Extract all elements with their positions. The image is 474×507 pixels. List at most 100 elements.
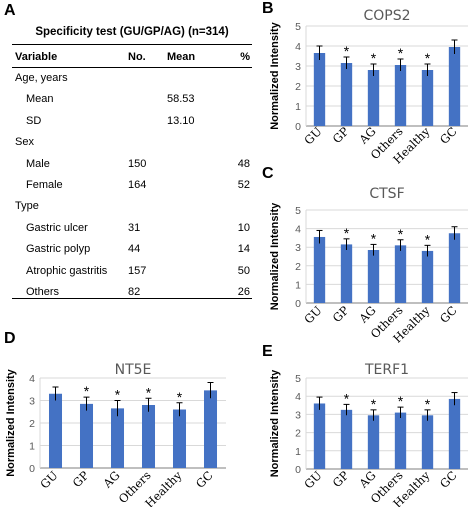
bar [48, 393, 63, 468]
chart-nt5e: NT5E 0 1 2 3 4 Normalized Intensity GU * GP * AG * Ot… [0, 358, 230, 507]
cell-pct: 26 [237, 286, 250, 298]
significance-star: * [344, 225, 350, 241]
cell-variable: Gastric polyp [26, 243, 91, 256]
y-tick-label: 1 [295, 446, 301, 458]
table-row: Male 150 48 [12, 158, 252, 176]
cell-pct: 10 [237, 221, 250, 234]
bar [421, 250, 434, 303]
cell-pct: 50 [237, 264, 250, 277]
panel-letter-b: B [262, 0, 274, 17]
y-tick-label: 4 [295, 41, 301, 53]
cell-mean: 13.10 [167, 114, 195, 127]
bar [340, 409, 353, 469]
significance-star: * [398, 226, 404, 242]
significance-star: * [84, 383, 90, 399]
cell-no: 157 [128, 264, 147, 277]
table-row: Type [12, 200, 252, 218]
category-label: GU [301, 124, 324, 147]
y-tick-label: 1 [29, 441, 35, 453]
cell-variable: Atrophic gastritis [26, 264, 108, 277]
significance-star: * [425, 396, 431, 412]
bar [79, 403, 94, 468]
cell-pct: 14 [237, 243, 250, 256]
cell-variable: Type [15, 200, 39, 213]
table-row: Others 82 26 [12, 286, 252, 304]
bar [448, 398, 461, 469]
bar [110, 408, 125, 468]
significance-star: * [371, 50, 377, 66]
cell-variable: Mean [26, 93, 54, 106]
y-axis-label: Normalized Intensity [5, 368, 17, 476]
y-axis-label: Normalized Intensity [269, 202, 281, 310]
y-tick-label: 2 [295, 261, 301, 273]
bar [367, 70, 380, 126]
bar [313, 236, 326, 303]
y-axis-label: Normalized Intensity [269, 369, 281, 477]
bar [448, 47, 461, 126]
cell-variable: Age, years [15, 72, 68, 84]
table-bottom-rule [12, 298, 252, 299]
table-row: Age, years [12, 72, 252, 90]
significance-star: * [115, 387, 121, 403]
y-tick-label: 3 [295, 242, 301, 254]
bar [172, 409, 187, 468]
table-row: Female 164 52 [12, 179, 252, 197]
cell-no: 150 [128, 157, 147, 170]
bar [421, 415, 434, 469]
chart-title: COPS2 [363, 8, 410, 24]
bar [394, 245, 407, 303]
chart-title: TERF1 [364, 362, 409, 378]
category-label: GC [437, 303, 460, 326]
cell-variable: Male [26, 157, 50, 170]
category-label: AG [100, 468, 123, 491]
category-label: GU [301, 303, 324, 326]
y-tick-label: 4 [29, 373, 35, 385]
category-label: GP [330, 124, 352, 146]
category-label: GC [193, 468, 216, 491]
y-tick-label: 2 [295, 428, 301, 440]
chart-title: NT5E [115, 362, 152, 378]
significance-star: * [146, 384, 152, 400]
category-label: GU [37, 468, 60, 491]
bar [203, 390, 218, 468]
bar [141, 405, 156, 468]
significance-star: * [425, 50, 431, 66]
cell-no: 82 [128, 286, 141, 298]
significance-star: * [371, 396, 377, 412]
header-no: No. [128, 51, 146, 63]
cell-pct: 52 [237, 179, 250, 191]
bar [367, 415, 380, 469]
category-label: GP [330, 303, 352, 325]
table-row: Sex [12, 136, 252, 154]
cell-variable: Sex [15, 136, 34, 149]
cell-variable: SD [26, 114, 42, 127]
y-tick-label: 2 [29, 418, 35, 430]
significance-star: * [398, 45, 404, 61]
category-label: GP [330, 468, 352, 490]
category-label: GP [70, 468, 92, 490]
table-row: SD 13.10 [12, 115, 252, 133]
panel-letter-d: D [4, 330, 16, 347]
y-tick-label: 0 [295, 121, 301, 133]
cell-mean: 58.53 [167, 93, 195, 106]
cell-no: 164 [128, 179, 147, 191]
bar [340, 244, 353, 303]
cell-no: 44 [128, 243, 141, 256]
y-tick-label: 3 [29, 396, 35, 408]
panel-letter-a: A [4, 2, 16, 19]
y-tick-label: 2 [295, 81, 301, 93]
table-row: Gastric polyp 44 14 [12, 243, 252, 261]
y-tick-label: 0 [295, 464, 301, 476]
category-label: GU [301, 468, 324, 491]
y-tick-label: 4 [295, 391, 301, 403]
y-tick-label: 3 [295, 409, 301, 421]
significance-star: * [371, 230, 377, 246]
category-label: GC [437, 124, 460, 147]
chart-cops2: COPS2 0 1 2 3 4 5 Normalized Intensity GU * GP * AG *… [262, 8, 474, 168]
header-pct: % [240, 51, 250, 63]
significance-star: * [398, 393, 404, 409]
